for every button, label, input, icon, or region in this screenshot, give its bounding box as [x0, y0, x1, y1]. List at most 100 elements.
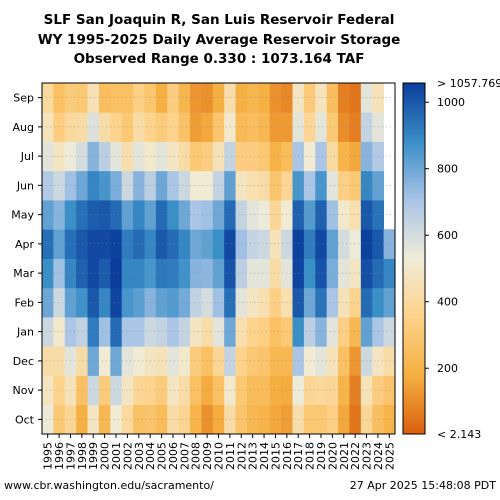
heatmap-cell [281, 404, 293, 435]
heatmap-cell [269, 375, 282, 406]
heatmap-cell [235, 170, 248, 201]
heatmap-cell [315, 375, 328, 406]
heatmap-cell [269, 200, 282, 230]
heatmap-cell [246, 229, 259, 259]
colorbar-tick-label: 800 [437, 163, 458, 176]
y-tick-label: Feb [15, 296, 34, 309]
heatmap-cell [338, 200, 350, 230]
x-tick-label: 2014 [258, 442, 271, 470]
heatmap-cell [235, 258, 248, 289]
heatmap-cell [349, 83, 362, 113]
heatmap-cell [258, 346, 271, 376]
heatmap-cell [155, 404, 168, 435]
heatmap-cell [155, 375, 168, 406]
heatmap-cell [315, 317, 328, 347]
x-tick-label: 2019 [315, 442, 328, 470]
heatmap-cell [315, 83, 328, 113]
heatmap-cell [201, 404, 214, 435]
heatmap-cell [258, 229, 271, 259]
heatmap-cell [87, 170, 100, 201]
heatmap-cell [269, 112, 282, 142]
y-tick-label: Mar [13, 267, 34, 280]
heatmap-cell [190, 375, 202, 406]
heatmap-cell [281, 375, 293, 406]
heatmap-cell [201, 346, 214, 376]
heatmap-cell [201, 287, 214, 318]
heatmap-cell [42, 112, 54, 142]
heatmap-cell [87, 258, 100, 289]
heatmap-cell [235, 346, 248, 376]
heatmap-cell [167, 170, 180, 201]
heatmap-cell [281, 83, 293, 113]
heatmap-cell [98, 258, 111, 289]
heatmap-cell [98, 346, 111, 376]
heatmap-cell [246, 200, 259, 230]
heatmap-cell [155, 200, 168, 230]
colorbar-tick-label: 400 [437, 296, 458, 309]
x-tick-label: 2005 [156, 442, 169, 470]
heatmap-cell [110, 229, 123, 259]
heatmap-cell [190, 112, 202, 142]
heatmap-cell [178, 404, 191, 435]
x-tick-label: 2011 [224, 442, 237, 470]
colorbar: > 1057.769 < 2.143 200 400 600 800 1000 [402, 77, 500, 441]
heatmap-cell [167, 83, 180, 113]
heatmap-cell [167, 346, 180, 376]
heatmap-cell [338, 317, 350, 347]
x-tick-label: 1996 [53, 442, 66, 470]
heatmap-cell [338, 229, 350, 259]
heatmap-cell [258, 404, 271, 435]
heatmap-cell [315, 112, 328, 142]
heatmap-cell [110, 170, 123, 201]
heatmap-cell [281, 112, 293, 142]
heatmap-cell [303, 317, 316, 347]
heatmap-cell [349, 404, 362, 435]
x-tick-label: 2022 [349, 442, 362, 470]
y-tick-label: Apr [15, 238, 35, 251]
heatmap-cell [258, 200, 271, 230]
heatmap-cell [178, 287, 191, 318]
x-axis-year-ticks: 1995199619971998199920002001200220032004… [42, 434, 396, 470]
y-tick-label: Jan [16, 326, 34, 339]
heatmap-cell [326, 83, 339, 113]
heatmap-cell [167, 317, 180, 347]
heatmap-cell [303, 404, 316, 435]
title-line-2: WY 1995-2025 Daily Average Reservoir Sto… [38, 32, 401, 48]
heatmap-cell [42, 200, 54, 230]
heatmap-cell [121, 287, 134, 318]
heatmap-cell [121, 200, 134, 230]
x-tick-label: 2007 [178, 442, 191, 470]
heatmap-cell [315, 287, 328, 318]
heatmap-cell [303, 258, 316, 289]
colorbar-tick-label: 1000 [437, 96, 465, 109]
heatmap-cell [258, 83, 271, 113]
heatmap-cell [326, 317, 339, 347]
x-tick-label: 2023 [361, 442, 374, 470]
heatmap-cell [87, 200, 100, 230]
heatmap-cell [53, 200, 66, 230]
heatmap-cell [98, 112, 111, 142]
heatmap-cell [121, 375, 134, 406]
heatmap-cell [269, 141, 282, 172]
heatmap-cell [258, 141, 271, 172]
x-tick-label: 2018 [304, 442, 317, 470]
heatmap-cell [201, 200, 214, 230]
heatmap-cell [190, 229, 202, 259]
heatmap-cell [246, 287, 259, 318]
heatmap-cell [235, 287, 248, 318]
heatmap-cell [315, 229, 328, 259]
x-tick-label: 1999 [87, 442, 100, 470]
heatmap-cell [338, 346, 350, 376]
heatmap-cell [155, 346, 168, 376]
heatmap-cell [349, 170, 362, 201]
heatmap-cell [269, 258, 282, 289]
heatmap-cell [121, 141, 134, 172]
heatmap-cell [110, 141, 123, 172]
footer-source: www.cbr.washington.edu/sacramento/ [4, 479, 214, 492]
heatmap-cell [246, 317, 259, 347]
heatmap-cell [167, 404, 180, 435]
heatmap-cell [53, 317, 66, 347]
heatmap-cell [42, 258, 54, 289]
heatmap-cell [53, 346, 66, 376]
heatmap-cell [246, 258, 259, 289]
